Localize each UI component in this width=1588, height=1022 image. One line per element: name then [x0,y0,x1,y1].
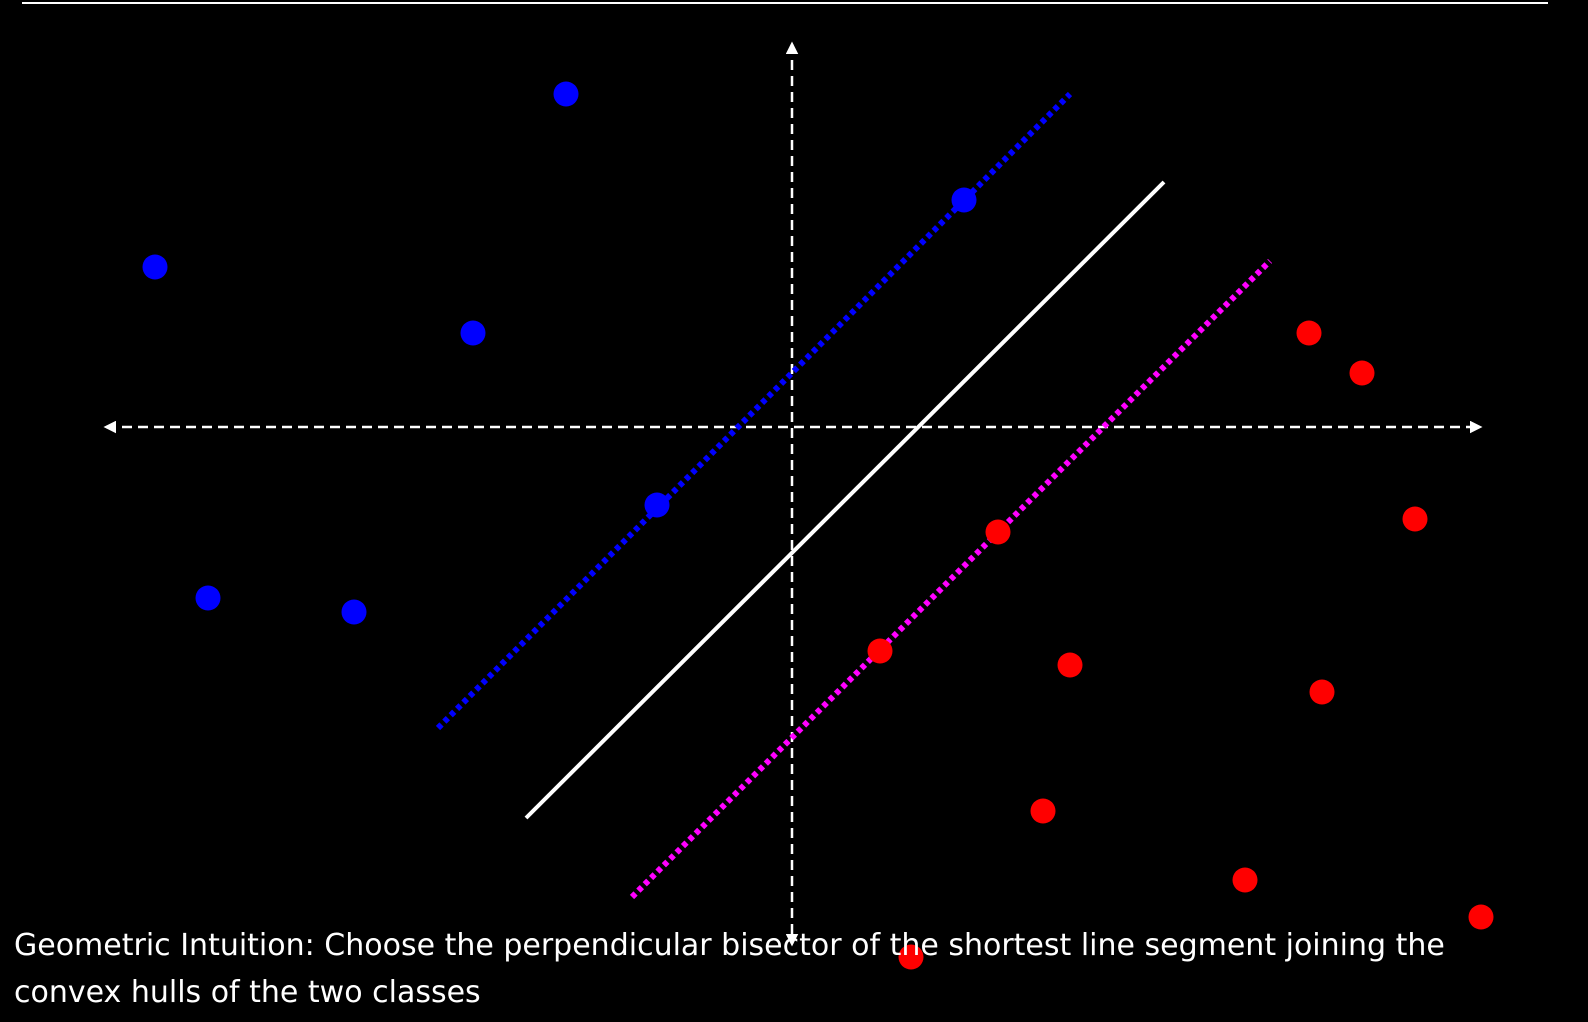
blue-point [195,585,221,611]
blue-point [644,492,670,518]
class-a-points [142,81,977,625]
decision-boundary [524,180,1166,820]
red-point [1030,798,1056,824]
margin-line-magenta [629,258,1273,900]
red-point [985,519,1011,545]
blue-point [341,599,367,625]
blue-point [553,81,579,107]
red-point [1232,867,1258,893]
red-point [1309,679,1335,705]
red-point [1402,506,1428,532]
red-point [1349,360,1375,386]
blue-point [142,254,168,280]
blue-point [460,320,486,346]
blue-point [951,187,977,213]
red-point [1296,320,1322,346]
class-b-points [867,320,1494,970]
red-point [867,638,893,664]
caption: Geometric Intuition: Choose the perpendi… [14,928,1445,1010]
red-point [1057,652,1083,678]
margin-line-blue [435,91,1073,731]
red-point [898,944,924,970]
red-point [1468,904,1494,930]
